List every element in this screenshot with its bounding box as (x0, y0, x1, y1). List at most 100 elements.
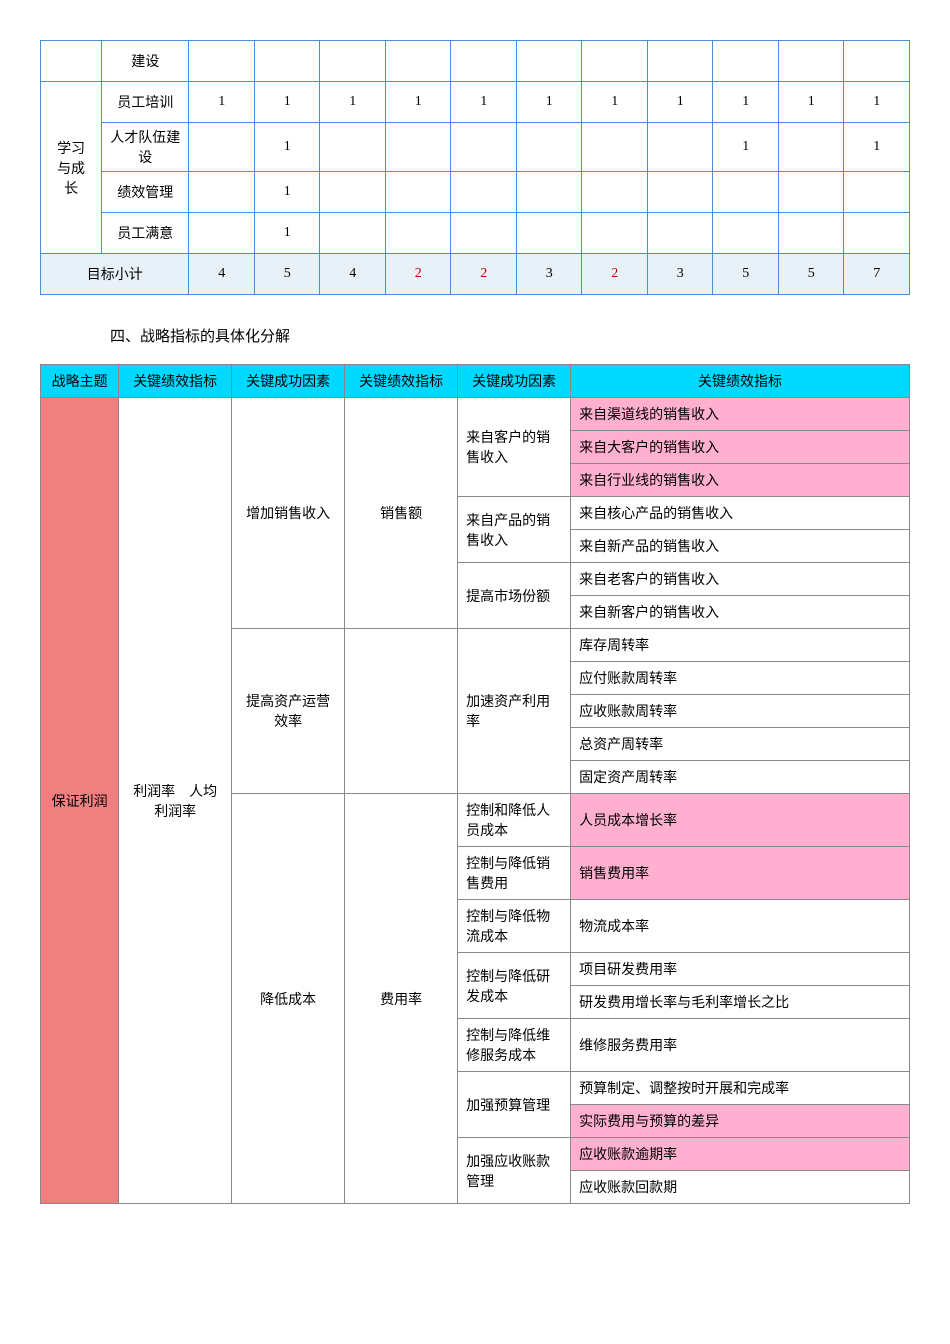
subfactor-cell: 加强应收账款管理 (458, 1138, 571, 1204)
row-label: 绩效管理 (102, 172, 189, 213)
cell (516, 41, 582, 82)
cell (844, 41, 910, 82)
subfactor-cell: 控制与降低维修服务成本 (458, 1019, 571, 1072)
cell: 1 (516, 82, 582, 123)
cell (713, 213, 779, 254)
item-cell: 预算制定、调整按时开展和完成率 (571, 1072, 910, 1105)
cell: 1 (844, 123, 910, 172)
item-cell: 维修服务费用率 (571, 1019, 910, 1072)
totals-label: 目标小计 (41, 254, 189, 295)
item-cell: 来自老客户的销售收入 (571, 563, 910, 596)
col-header: 关键成功因素 (458, 365, 571, 398)
cell (451, 123, 517, 172)
theme-cell: 保证利润 (41, 398, 119, 1204)
cell (516, 213, 582, 254)
cell (189, 172, 255, 213)
item-cell: 应收账款回款期 (571, 1171, 910, 1204)
cell: 1 (647, 82, 713, 123)
table-strategy: 战略主题关键绩效指标关键成功因素关键绩效指标关键成功因素关键绩效指标 保证利润利… (40, 364, 910, 1204)
item-cell: 项目研发费用率 (571, 953, 910, 986)
cell: 1 (254, 123, 320, 172)
col-header: 关键绩效指标 (571, 365, 910, 398)
factor-cell: 降低成本 (232, 794, 345, 1204)
cell (516, 172, 582, 213)
subfactor-cell: 控制与降低物流成本 (458, 900, 571, 953)
col-header: 关键成功因素 (232, 365, 345, 398)
item-cell: 应收账款逾期率 (571, 1138, 910, 1171)
subfactor-cell: 提高市场份额 (458, 563, 571, 629)
total-cell: 3 (647, 254, 713, 295)
cell (582, 123, 648, 172)
factor-cell: 增加销售收入 (232, 398, 345, 629)
total-cell: 5 (254, 254, 320, 295)
col-header: 关键绩效指标 (345, 365, 458, 398)
total-cell: 2 (385, 254, 451, 295)
kpi1-cell: 利润率 人均利润率 (119, 398, 232, 1204)
cell: 1 (254, 213, 320, 254)
total-cell: 5 (778, 254, 844, 295)
factor-kpi-cell: 销售额 (345, 398, 458, 629)
item-cell: 来自大客户的销售收入 (571, 431, 910, 464)
cell: 1 (844, 82, 910, 123)
total-cell: 2 (451, 254, 517, 295)
item-cell: 来自新产品的销售收入 (571, 530, 910, 563)
cell (320, 213, 386, 254)
cell (385, 213, 451, 254)
row-label: 员工培训 (102, 82, 189, 123)
item-cell: 实际费用与预算的差异 (571, 1105, 910, 1138)
cell (451, 41, 517, 82)
factor-kpi-cell: 费用率 (345, 794, 458, 1204)
cell: 1 (582, 82, 648, 123)
cell: 1 (451, 82, 517, 123)
cell (385, 123, 451, 172)
subfactor-cell: 控制和降低人员成本 (458, 794, 571, 847)
cell (778, 172, 844, 213)
cell (451, 172, 517, 213)
item-cell: 来自渠道线的销售收入 (571, 398, 910, 431)
cell (320, 41, 386, 82)
col-header: 关键绩效指标 (119, 365, 232, 398)
section-title: 四、战略指标的具体化分解 (110, 325, 910, 346)
cell (582, 213, 648, 254)
cell: 1 (254, 82, 320, 123)
total-cell: 3 (516, 254, 582, 295)
item-cell: 物流成本率 (571, 900, 910, 953)
cell: 1 (713, 123, 779, 172)
table-targets: 建设学习与成长员工培训11111111111人才队伍建设111绩效管理1员工满意… (40, 40, 910, 295)
cell: 1 (254, 172, 320, 213)
cell (254, 41, 320, 82)
cell: 1 (189, 82, 255, 123)
subfactor-cell: 加强预算管理 (458, 1072, 571, 1138)
row-label: 建设 (102, 41, 189, 82)
factor-cell: 提高资产运营效率 (232, 629, 345, 794)
cell (516, 123, 582, 172)
total-cell: 7 (844, 254, 910, 295)
cell (844, 213, 910, 254)
row-label: 员工满意 (102, 213, 189, 254)
item-cell: 应收账款周转率 (571, 695, 910, 728)
col-header: 战略主题 (41, 365, 119, 398)
cell: 1 (385, 82, 451, 123)
cell (647, 172, 713, 213)
factor-kpi-cell (345, 629, 458, 794)
cell (582, 172, 648, 213)
cell (385, 41, 451, 82)
subfactor-cell: 加速资产利用率 (458, 629, 571, 794)
item-cell: 总资产周转率 (571, 728, 910, 761)
cell (189, 213, 255, 254)
cell: 1 (778, 82, 844, 123)
item-cell: 固定资产周转率 (571, 761, 910, 794)
cell (189, 41, 255, 82)
group-label: 学习与成长 (41, 82, 102, 254)
subfactor-cell: 控制与降低销售费用 (458, 847, 571, 900)
cell (451, 213, 517, 254)
item-cell: 来自核心产品的销售收入 (571, 497, 910, 530)
cell (320, 172, 386, 213)
item-cell: 库存周转率 (571, 629, 910, 662)
subfactor-cell: 控制与降低研发成本 (458, 953, 571, 1019)
row-label: 人才队伍建设 (102, 123, 189, 172)
item-cell: 人员成本增长率 (571, 794, 910, 847)
item-cell: 来自新客户的销售收入 (571, 596, 910, 629)
cell: 1 (713, 82, 779, 123)
cell (778, 41, 844, 82)
